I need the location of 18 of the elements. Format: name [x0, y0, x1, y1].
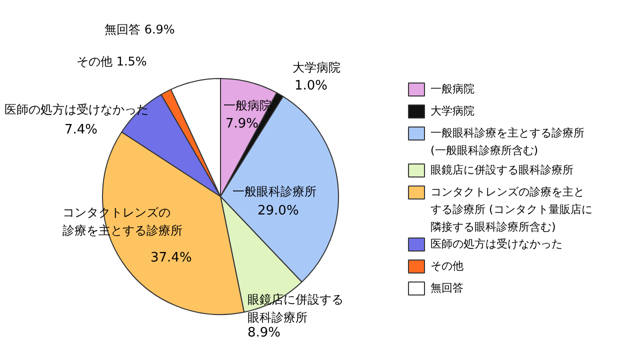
data-label: 7.4%	[64, 122, 98, 138]
legend-label: 一般病院	[430, 82, 474, 96]
slice-label: 大学病院	[292, 60, 340, 74]
legend-label: 眼鏡店に併設する眼科診療所	[430, 164, 574, 176]
legend-label: コンタクトレンズの診療を主とする診療所 (コンタクト量販店に隣接する眼科診療所含む)	[430, 186, 592, 234]
text: 無回答 6.9%	[104, 22, 175, 36]
data-label: 29.0%	[258, 204, 299, 218]
data-label: 7.9%	[226, 116, 259, 132]
legend-label: その他	[430, 260, 464, 272]
text: 一般眼科診療所	[232, 184, 316, 198]
data-label: 37.4%	[150, 250, 192, 266]
data-label: 8.9%	[248, 326, 281, 340]
legend-label: 医師の処方は受けなかった	[430, 238, 562, 250]
text: その他 1.5%	[76, 54, 147, 68]
legend-label: 大学病院	[430, 104, 474, 118]
legend-label: 一般眼科診療を主とする診療所(一般眼科診療所含む)	[430, 126, 584, 158]
legend-label: 無回答	[430, 282, 464, 294]
data-label: 1.0%	[294, 78, 328, 94]
